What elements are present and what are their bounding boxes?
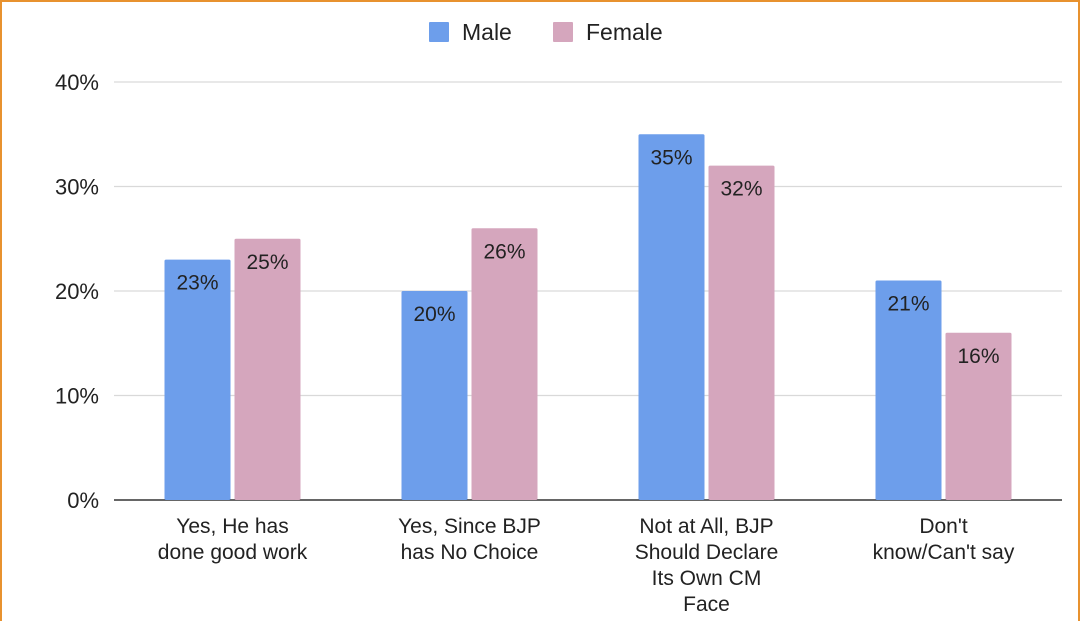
male-legend-label: Male <box>462 19 512 45</box>
female-bar <box>708 165 775 500</box>
data-label: 35% <box>650 146 692 169</box>
x-category-label: Yes, Since BJP has No Choice <box>398 515 541 564</box>
y-tick-label: 10% <box>55 384 99 409</box>
x-category-label-line: Not at All, BJP <box>639 515 773 538</box>
data-label: 23% <box>176 272 218 295</box>
x-category-label: Yes, He has done good work <box>158 515 308 564</box>
x-category-label-line: Don't <box>919 515 968 538</box>
male-bar <box>401 291 468 500</box>
data-label: 26% <box>483 240 525 263</box>
x-category-label-line: know/Can't say <box>873 541 1015 564</box>
female-bar <box>471 228 538 501</box>
x-category-label-line: Yes, Since BJP <box>398 515 541 538</box>
male-bar <box>875 280 942 500</box>
x-category-label-line: Yes, He has <box>176 515 288 538</box>
y-tick-label: 20% <box>55 279 99 304</box>
x-category-label-line: Face <box>683 593 730 616</box>
x-category-label-line: Should Declare <box>635 541 779 564</box>
male-bar <box>164 259 231 500</box>
x-category-label-line: has No Choice <box>401 541 539 564</box>
data-label: 21% <box>887 293 929 316</box>
female-bar <box>234 238 301 500</box>
x-category-label-line: done good work <box>158 541 308 564</box>
male-legend-swatch <box>429 22 449 42</box>
data-label: 32% <box>720 178 762 201</box>
female-bar <box>945 332 1012 500</box>
female-legend-swatch <box>553 22 573 42</box>
y-tick-label: 0% <box>67 488 99 513</box>
x-category-label: Not at All, BJP Should Declare Its Own CM F… <box>635 515 779 616</box>
data-label: 25% <box>246 251 288 274</box>
x-category-label: Don't know/Can't say <box>873 515 1015 564</box>
data-label: 20% <box>413 303 455 326</box>
male-bar <box>638 134 705 500</box>
female-legend-label: Female <box>586 19 663 45</box>
data-label: 16% <box>957 345 999 368</box>
y-tick-label: 30% <box>55 175 99 200</box>
y-tick-label: 40% <box>55 70 99 95</box>
x-category-label-line: Its Own CM <box>652 567 762 590</box>
